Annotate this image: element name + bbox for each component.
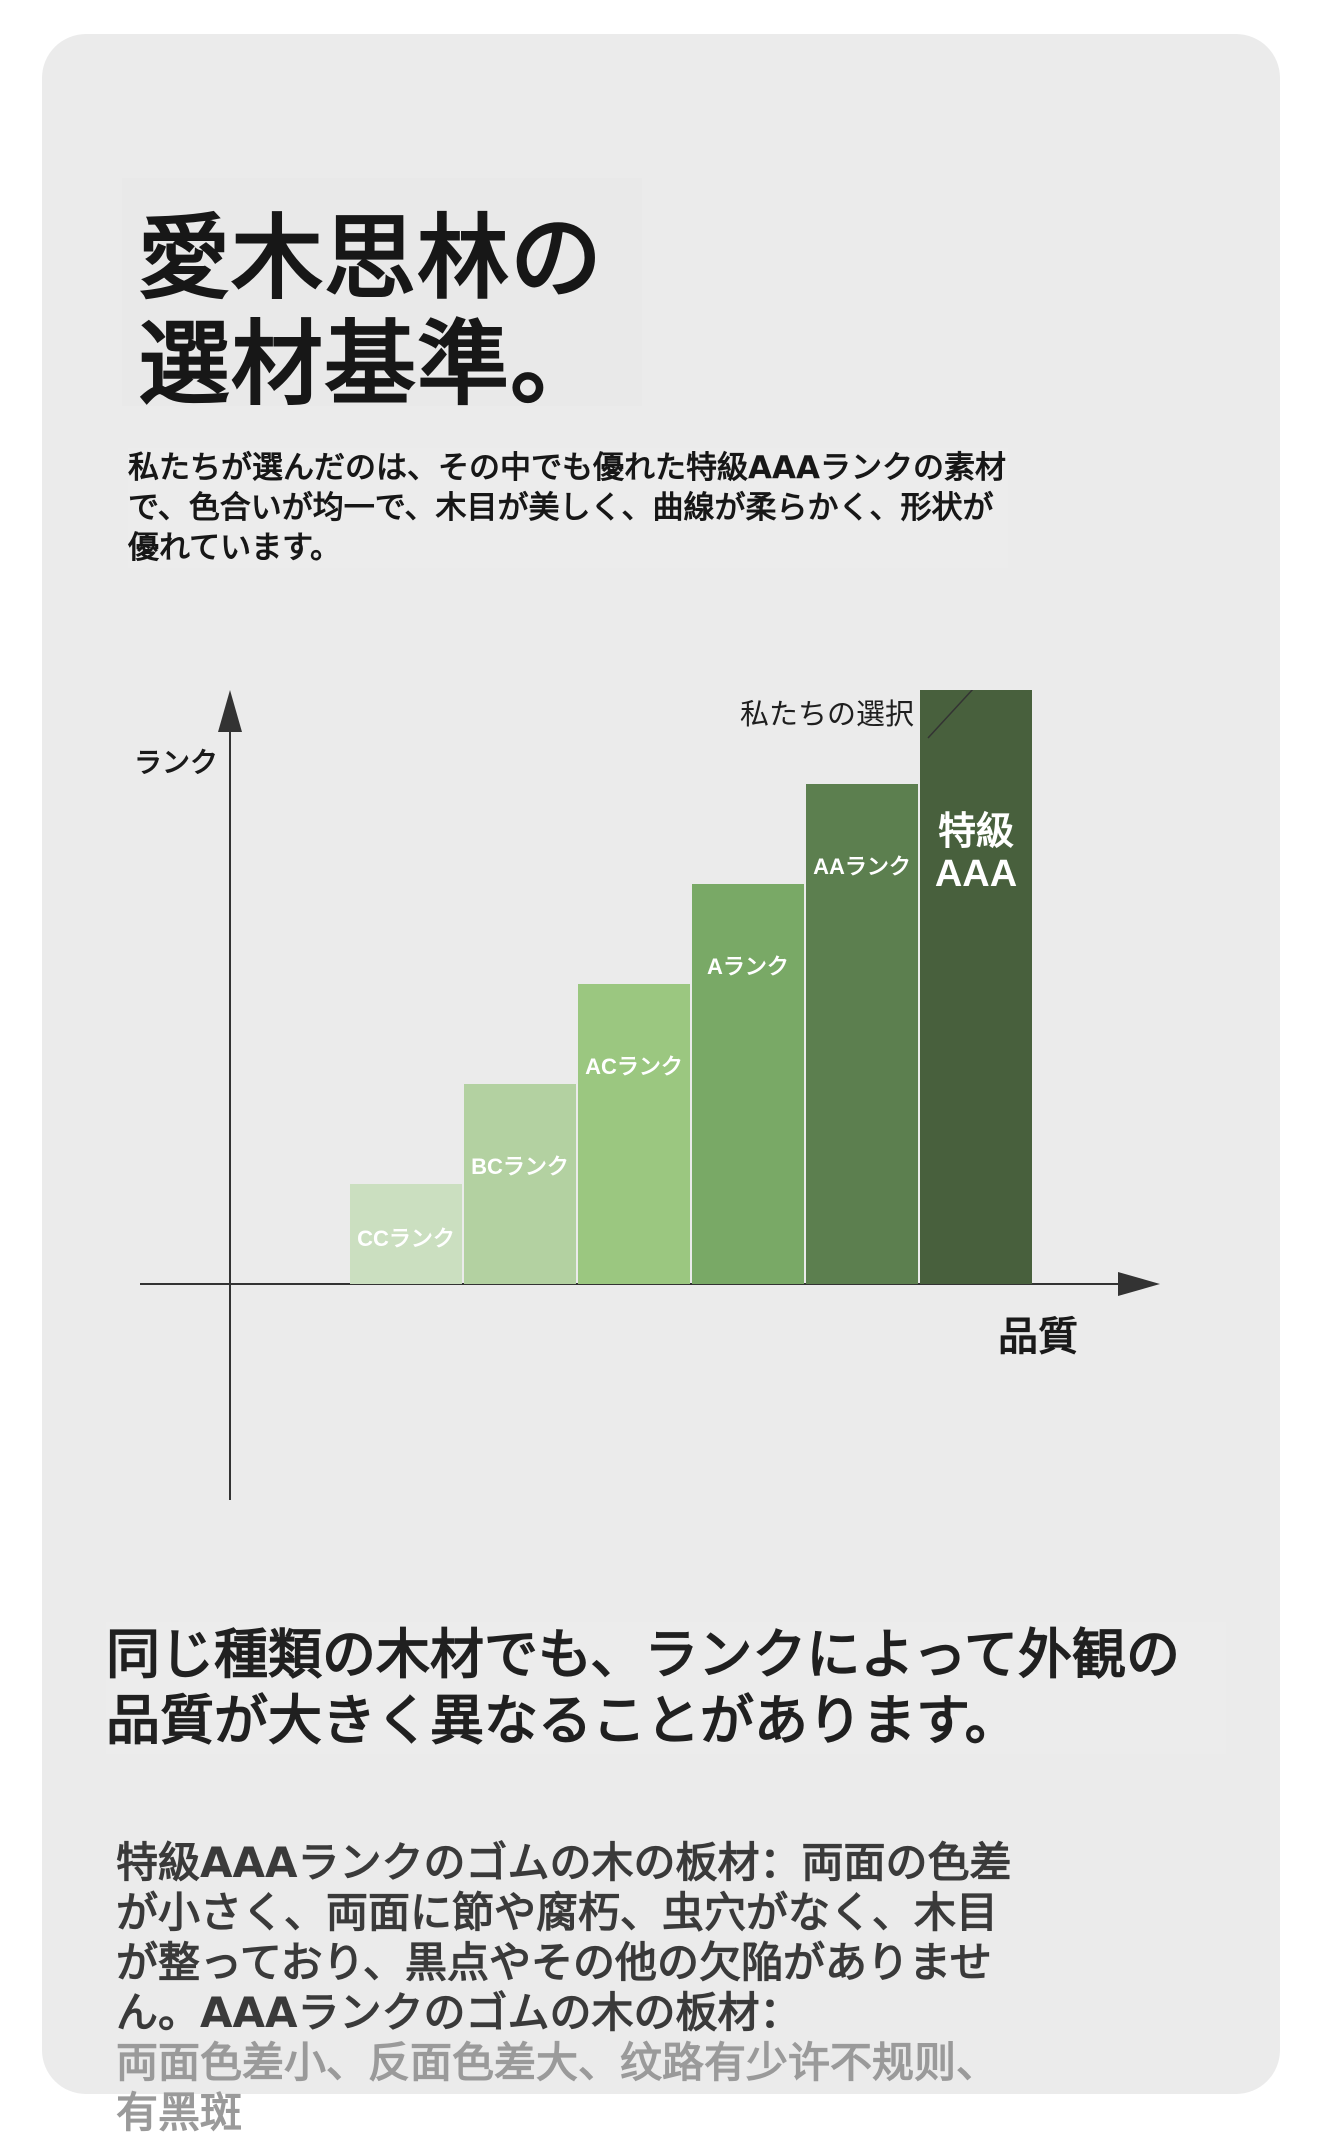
section-subheading: 同じ種類の木材でも、ランクによって外観の品質が大きく異なることがあります。 [106,1622,1226,1754]
bar-label-2: BCランク [471,1154,569,1179]
bar-label-3: ACランク [585,1054,683,1079]
bar-3 [578,984,690,1284]
page-title-line1: 愛木思林の [138,205,604,312]
bar-6 [920,690,1032,1284]
bar-label-5: AAランク [813,854,911,879]
bar-label-line-2: AAA [935,853,1017,895]
annotation-label: 私たちの選択 [740,698,914,731]
x-axis-arrow-icon [1118,1272,1160,1296]
y-axis-label: ランク [134,747,218,778]
detail-faded-line: 両面色差小、反面色差大、纹路有少许不规则、有黑斑 [116,2038,999,2137]
page-title-line2: 選材基準。 [138,311,604,418]
page-title: 愛木思林の 選材基準。 [138,206,603,418]
annotation-leader-line [927,690,974,739]
x-axis-label: 品質 [998,1315,1078,1359]
bar-1 [350,1184,462,1284]
y-axis-arrow-icon [218,690,242,732]
detail-text: 特級AAAランクのゴムの木の板材：両面の色差が小さく、両面に節や腐朽、虫穴がなく… [116,1838,1036,2138]
title-highlight [122,178,642,406]
bar-label-line-1: 特級 [938,811,1014,853]
bar-label-4: Aランク [707,954,789,979]
bar-2 [464,1084,576,1284]
bar-label-6: 特級 AAA [935,811,1017,895]
bar-4 [692,884,804,1284]
bar-label-1: CCランク [357,1226,455,1251]
bar-5 [806,784,918,1284]
detail-body: 特級AAAランクのゴムの木の板材：両面の色差が小さく、両面に節や腐朽、虫穴がなく… [116,1838,1012,2037]
intro-text: 私たちが選んだのは、その中でも優れた特級AAAランクの素材で、色合いが均一で、木… [128,448,1008,568]
